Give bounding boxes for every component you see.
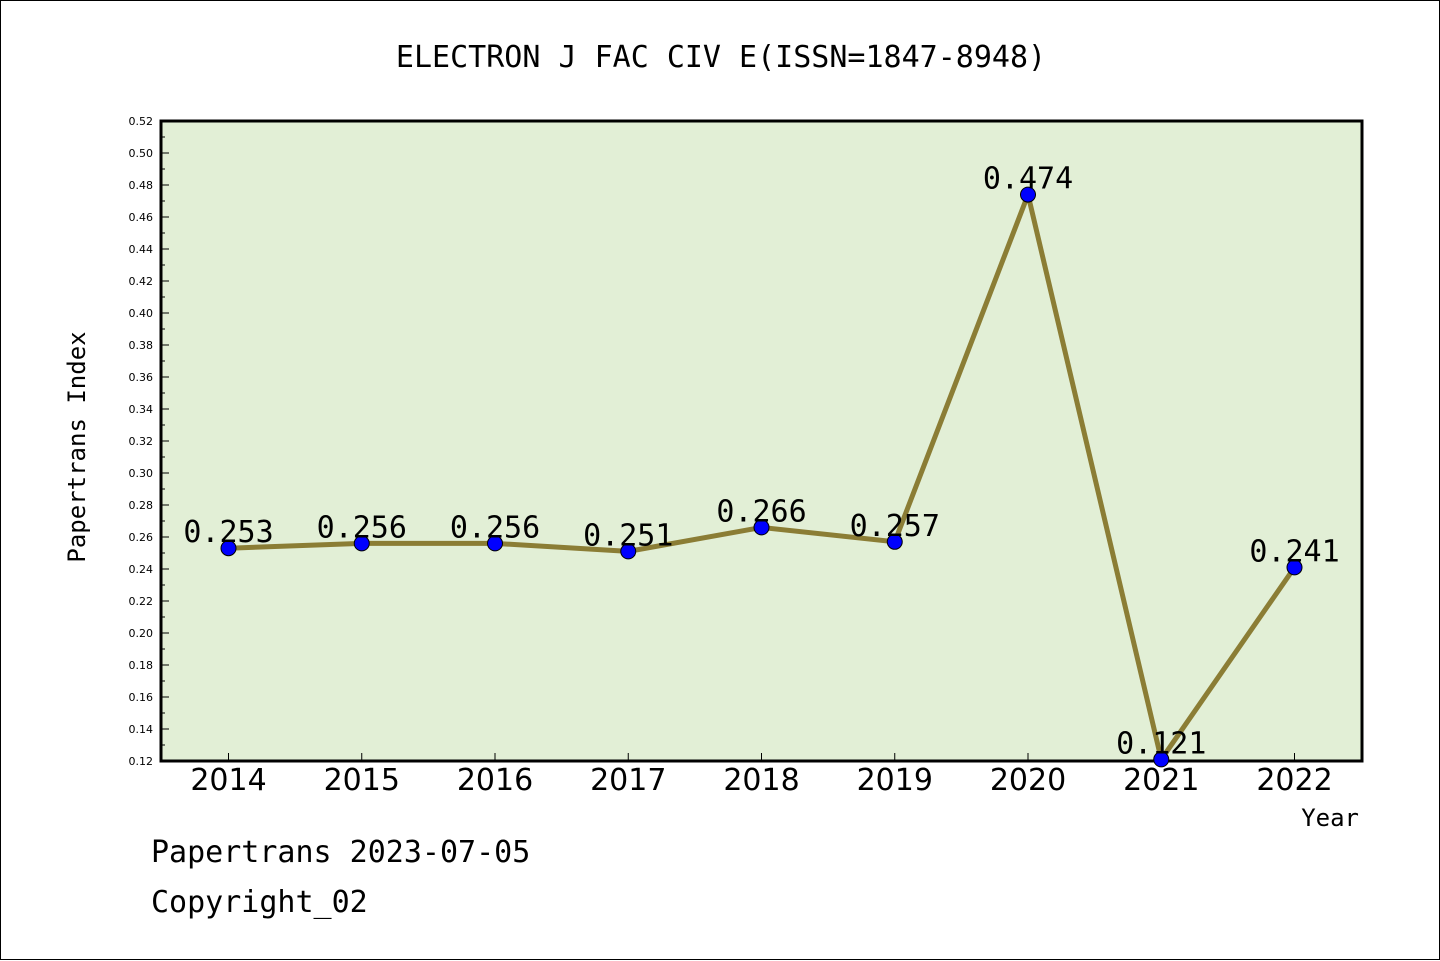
data-label: 0.253 [183, 515, 273, 550]
data-label: 0.121 [1116, 726, 1206, 761]
data-label: 0.241 [1249, 534, 1339, 569]
y-tick-label: 0.52 [129, 115, 154, 128]
y-tick-label: 0.42 [129, 275, 154, 288]
y-tick-label: 0.36 [129, 371, 154, 384]
y-tick-label: 0.14 [129, 723, 154, 736]
footer-date: Papertrans 2023-07-05 [151, 835, 531, 870]
data-series [220, 186, 1303, 768]
y-tick-label: 0.18 [129, 659, 154, 672]
y-tick-label: 0.16 [129, 691, 154, 704]
x-tick-label: 2017 [590, 763, 666, 798]
data-label: 0.266 [716, 494, 806, 529]
plot-area [159, 119, 1364, 763]
x-tick-label: 2019 [857, 763, 933, 798]
chart-title: ELECTRON J FAC CIV E(ISSN=1847-8948) [396, 40, 1046, 75]
x-axis: 2014 2015 2016 2017 2018 2019 2020 2021 2022 [190, 753, 1333, 798]
y-tick-label: 0.24 [129, 563, 154, 576]
x-tick-label: 2021 [1123, 763, 1199, 798]
y-tick-label: 0.20 [129, 627, 154, 640]
x-tick-label: 2020 [990, 763, 1066, 798]
data-label: 0.256 [450, 510, 540, 545]
data-point [1153, 751, 1170, 768]
y-tick-label: 0.12 [129, 755, 154, 768]
y-tick-label: 0.32 [129, 435, 154, 448]
y-tick-label: 0.22 [129, 595, 154, 608]
data-point [220, 540, 237, 557]
data-point [620, 543, 637, 560]
y-tick-label: 0.46 [129, 211, 154, 224]
data-label: 0.251 [583, 518, 673, 553]
data-label: 0.256 [317, 510, 407, 545]
data-point [487, 535, 503, 552]
x-tick-label: 2016 [457, 763, 533, 798]
y-tick-label: 0.30 [129, 467, 154, 480]
x-axis-label: Year [1301, 804, 1359, 832]
y-tick-label: 0.26 [129, 531, 154, 544]
y-tick-label: 0.34 [129, 403, 154, 416]
y-axis-label: Papertrans Index [63, 331, 91, 562]
data-point [1020, 186, 1036, 203]
y-tick-label: 0.44 [129, 243, 154, 256]
data-point [753, 519, 770, 536]
data-label: 0.257 [850, 509, 940, 544]
x-tick-label: 2022 [1256, 763, 1332, 798]
y-tick-label: 0.50 [129, 147, 154, 160]
y-tick-label: 0.38 [129, 339, 154, 352]
y-tick-label: 0.48 [129, 179, 154, 192]
data-point [1286, 559, 1303, 576]
x-tick-label: 2018 [723, 763, 799, 798]
y-axis: 0.12 0.14 0.16 0.18 0.20 0.22 0.24 0.26 0.28 0.30… [129, 115, 169, 768]
y-tick-label: 0.40 [129, 307, 154, 320]
data-label: 0.474 [983, 162, 1073, 197]
data-point [886, 533, 903, 550]
x-tick-label: 2014 [190, 763, 266, 798]
x-tick-label: 2015 [324, 763, 400, 798]
data-point [353, 535, 370, 552]
data-labels: 0.253 0.256 0.256 0.251 0.266 0.257 0.474 0.121… [183, 162, 1339, 762]
y-tick-label: 0.28 [129, 499, 154, 512]
footer-copyright: Copyright_02 [151, 885, 368, 920]
